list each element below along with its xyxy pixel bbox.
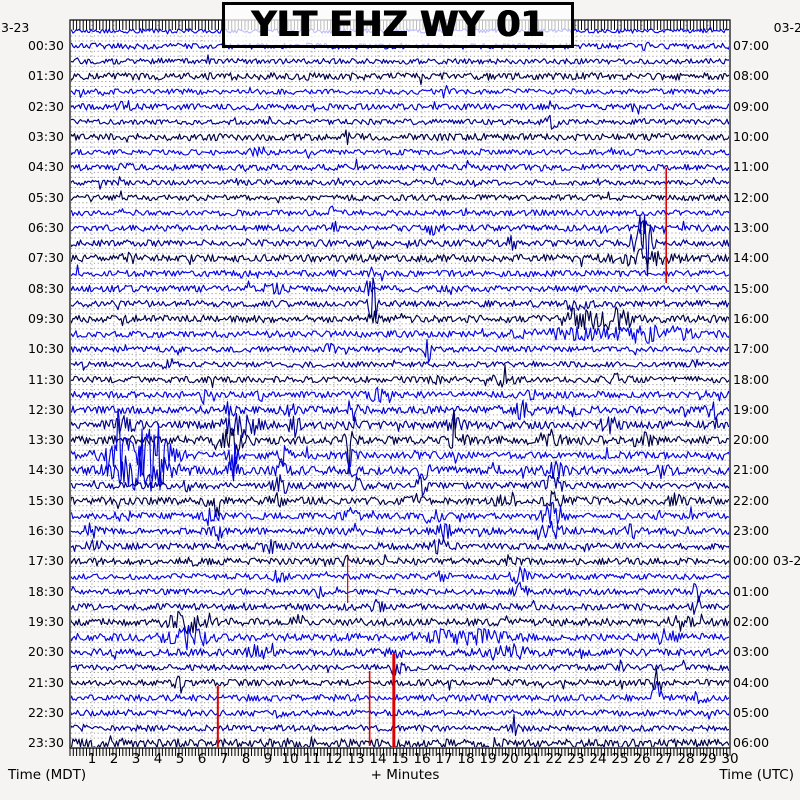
- mdt-time-label: 00:30: [27, 38, 64, 53]
- utc-time-label: 13:00: [733, 220, 770, 235]
- minute-label: 6: [197, 751, 207, 767]
- mdt-time-label: 19:30: [27, 614, 64, 629]
- minute-label: 3: [131, 751, 141, 767]
- utc-time-label: 03:00: [733, 644, 770, 659]
- minute-label: 25: [611, 751, 629, 767]
- utc-time-label: 17:00: [733, 341, 770, 356]
- mdt-time-label: 05:30: [27, 190, 64, 205]
- minute-label: 13: [347, 751, 365, 767]
- minute-label: 20: [501, 751, 519, 767]
- mdt-time-label: 10:30: [27, 341, 64, 356]
- mdt-time-label: 12:30: [27, 402, 64, 417]
- date-label-utc: 03-2: [773, 20, 800, 35]
- utc-time-label: 06:00: [733, 735, 770, 750]
- mdt-time-label: 14:30: [27, 462, 64, 477]
- mdt-time-label: 04:30: [27, 159, 64, 174]
- minute-label: 21: [523, 751, 541, 767]
- minute-label: 5: [175, 751, 185, 767]
- mdt-time-label: 18:30: [27, 584, 64, 599]
- utc-time-label: 16:00: [733, 311, 770, 326]
- utc-time-label: 09:00: [733, 99, 770, 114]
- minute-label: 15: [391, 751, 409, 767]
- utc-time-label: 02:00: [733, 614, 770, 629]
- minute-label: 24: [589, 751, 607, 767]
- minute-label: 2: [109, 751, 119, 767]
- minute-label: 7: [219, 751, 229, 767]
- mdt-time-label: 08:30: [27, 281, 64, 296]
- utc-time-label: 21:00: [733, 462, 770, 477]
- utc-time-label: 20:00: [733, 432, 770, 447]
- utc-time-label: 07:00: [733, 38, 770, 53]
- utc-time-label: 10:00: [733, 129, 770, 144]
- minute-label: 26: [633, 751, 651, 767]
- utc-time-label: 05:00: [733, 705, 770, 720]
- mdt-time-label: 02:30: [27, 99, 64, 114]
- page-title: YLT EHZ WY 01: [251, 5, 545, 45]
- minute-label: 17: [435, 751, 453, 767]
- utc-time-label: 18:00: [733, 372, 770, 387]
- mdt-time-label: 22:30: [27, 705, 64, 720]
- utc-time-label: 14:00: [733, 250, 770, 265]
- utc-time-label: 00:00 03-24: [733, 553, 800, 568]
- mdt-time-label: 09:30: [27, 311, 64, 326]
- minute-label: 9: [263, 751, 273, 767]
- mdt-time-label: 23:30: [27, 735, 64, 750]
- minute-label: 23: [567, 751, 585, 767]
- minute-label: 27: [655, 751, 673, 767]
- axis-caption-mdt: Time (MDT): [8, 767, 87, 783]
- minute-label: 18: [457, 751, 475, 767]
- mdt-time-label: 20:30: [27, 644, 64, 659]
- utc-time-label: 08:00: [733, 68, 770, 83]
- minute-label: 30: [721, 751, 739, 767]
- utc-time-label: 01:00: [733, 584, 770, 599]
- mdt-time-label: 15:30: [27, 493, 64, 508]
- minute-label: 11: [303, 751, 321, 767]
- axis-caption-minutes: + Minutes: [370, 767, 440, 783]
- utc-time-label: 12:00: [733, 190, 770, 205]
- mdt-time-label: 01:30: [27, 68, 64, 83]
- utc-time-label: 22:00: [733, 493, 770, 508]
- mdt-time-label: 07:30: [27, 250, 64, 265]
- mdt-time-label: 03:30: [27, 129, 64, 144]
- minute-label: 19: [479, 751, 497, 767]
- mdt-time-label: 06:30: [27, 220, 64, 235]
- minute-label: 8: [241, 751, 251, 767]
- minute-label: 12: [325, 751, 343, 767]
- mdt-time-label: 17:30: [27, 553, 64, 568]
- mdt-time-label: 13:30: [27, 432, 64, 447]
- minute-label: 16: [413, 751, 431, 767]
- mdt-time-label: 21:30: [27, 675, 64, 690]
- minute-label: 4: [153, 751, 163, 767]
- minute-label: 1: [87, 751, 97, 767]
- utc-time-label: 04:00: [733, 675, 770, 690]
- utc-time-label: 23:00: [733, 523, 770, 538]
- title-box: YLT EHZ WY 01: [222, 2, 574, 48]
- minute-label: 10: [281, 751, 299, 767]
- minute-label: 29: [699, 751, 717, 767]
- axis-caption-utc: Time (UTC): [719, 767, 794, 783]
- date-label-mdt: 3-23: [1, 20, 30, 35]
- mdt-time-label: 16:30: [27, 523, 64, 538]
- utc-time-label: 15:00: [733, 281, 770, 296]
- minute-label: 22: [545, 751, 563, 767]
- utc-time-label: 19:00: [733, 402, 770, 417]
- mdt-time-label: 11:30: [27, 372, 64, 387]
- minute-label: 14: [369, 751, 387, 767]
- utc-time-label: 11:00: [733, 159, 770, 174]
- minute-label: 28: [677, 751, 695, 767]
